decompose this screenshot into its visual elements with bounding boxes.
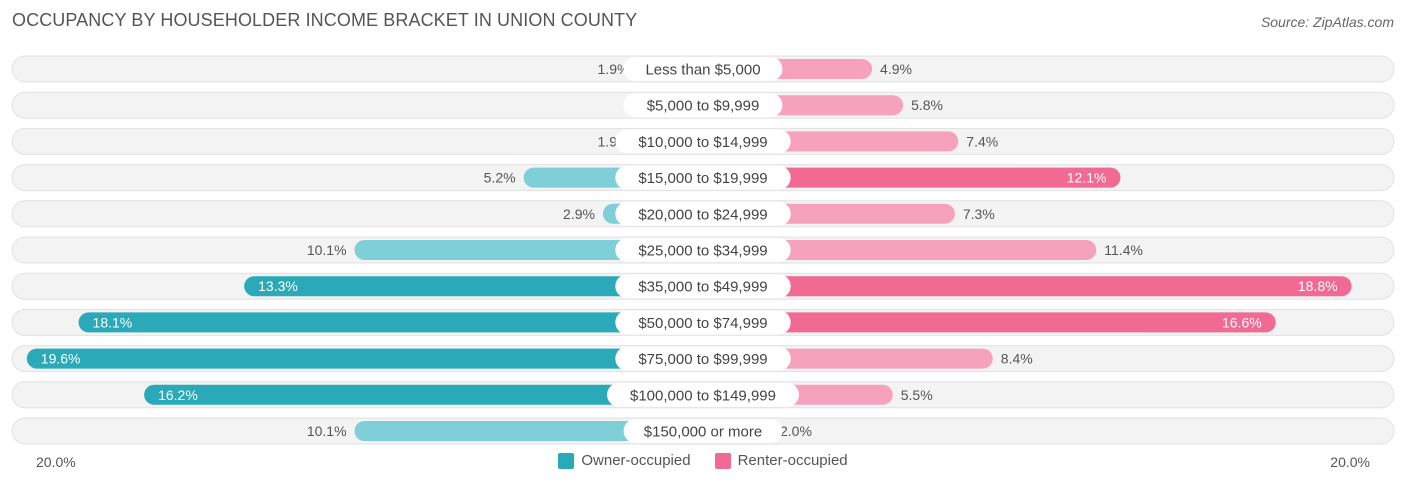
chart-row: 16.2% 5.5% $100,000 to $149,999 <box>11 381 1395 409</box>
renter-value-label: 18.8% <box>1298 278 1338 294</box>
category-pill <box>623 419 783 443</box>
category-pill <box>615 274 791 299</box>
renter-value-label: 7.4% <box>966 133 998 149</box>
owner-value-label: 16.2% <box>158 387 198 403</box>
renter-bar <box>693 240 1097 260</box>
renter-bar <box>693 312 1276 333</box>
chart-row: 1.9% 4.9% Less than $5,000 <box>11 55 1395 83</box>
renter-value-label: 7.3% <box>963 206 995 222</box>
renter-value-label: 12.1% <box>1067 170 1107 186</box>
category-label: $100,000 to $149,999 <box>630 387 776 404</box>
chart-row: 10.1% 2.0% $150,000 or more <box>11 417 1395 445</box>
chart-source: Source: ZipAtlas.com <box>1260 14 1394 30</box>
chart-title: OCCUPANCY BY HOUSEHOLDER INCOME BRACKET … <box>12 10 638 30</box>
category-pill <box>623 93 783 118</box>
owner-bar <box>354 421 713 441</box>
renter-value-label: 16.6% <box>1222 314 1262 330</box>
legend-owner-label: Owner-occupied <box>581 452 691 469</box>
chart-row: 13.3% 18.8% $35,000 to $49,999 <box>11 272 1395 300</box>
chart-row: 2.9% 7.3% $20,000 to $24,999 <box>11 200 1395 228</box>
axis-left-label: 20.0% <box>36 454 76 470</box>
category-pill <box>615 201 791 226</box>
diverging-bar-chart: 1.9%4.9%Less than $5,0000.7%5.8%$5,000 t… <box>11 55 1395 445</box>
legend-renter-label: Renter-occupied <box>737 452 848 469</box>
legend-renter: Renter-occupied <box>714 452 848 469</box>
renter-value-label: 2.0% <box>780 423 812 439</box>
renter-value-label: 4.9% <box>880 61 912 77</box>
chart-row: 1.9% 7.4%$10,000 to $14,999 <box>11 127 1395 155</box>
category-label: $75,000 to $99,999 <box>638 351 767 368</box>
renter-bar <box>693 276 1352 297</box>
category-pill <box>615 165 791 190</box>
owner-value-label: 10.1% <box>307 423 347 439</box>
owner-value-label: 1.9% <box>598 61 630 77</box>
category-label: $10,000 to $14,999 <box>638 134 767 151</box>
renter-value-label: 5.8% <box>911 97 943 113</box>
category-pill <box>615 346 791 371</box>
owner-bar <box>26 348 714 369</box>
legend: Owner-occupied Renter-occupied <box>0 452 1406 469</box>
chart-row: 10.1% 11.4% $25,000 to $34,999 <box>11 236 1395 264</box>
category-label: $5,000 to $9,999 <box>647 98 760 115</box>
category-label: $25,000 to $34,999 <box>638 243 767 260</box>
category-label: $15,000 to $19,999 <box>638 170 767 187</box>
chart-row: 5.2% 12.1% $15,000 to $19,999 <box>11 164 1395 192</box>
axis-right-label: 20.0% <box>1330 454 1370 470</box>
renter-value-label: 8.4% <box>1001 351 1033 367</box>
category-label: $35,000 to $49,999 <box>638 279 767 296</box>
renter-bar <box>693 167 1121 188</box>
category-label: $150,000 or more <box>644 424 762 441</box>
renter-swatch <box>714 452 731 469</box>
chart-row: 19.6% 8.4% $75,000 to $99,999 <box>11 345 1395 373</box>
owner-value-label: 19.6% <box>41 351 81 367</box>
chart-row: 0.7%5.8%$5,000 to $9,999 <box>11 91 1395 119</box>
owner-value-label: 10.1% <box>307 242 347 258</box>
category-label: $50,000 to $74,999 <box>638 315 767 332</box>
owner-value-label: 2.9% <box>563 206 595 222</box>
category-pill <box>615 129 791 154</box>
owner-value-label: 18.1% <box>93 314 133 330</box>
legend-owner: Owner-occupied <box>558 452 691 469</box>
category-pill <box>623 57 783 81</box>
category-pill <box>615 238 791 262</box>
owner-bar <box>78 312 714 333</box>
owner-bar <box>244 276 713 297</box>
owner-bar <box>144 384 714 405</box>
category-pill <box>607 382 799 407</box>
category-label: Less than $5,000 <box>645 62 760 79</box>
renter-value-label: 11.4% <box>1104 242 1143 258</box>
renter-value-label: 5.5% <box>901 387 933 403</box>
category-label: $20,000 to $24,999 <box>638 206 767 223</box>
chart-row: 18.1% 16.6% $50,000 to $74,999 <box>11 308 1395 336</box>
owner-swatch <box>558 452 575 469</box>
category-pill <box>615 310 791 335</box>
owner-value-label: 5.2% <box>484 170 516 186</box>
owner-value-label: 13.3% <box>258 278 298 294</box>
